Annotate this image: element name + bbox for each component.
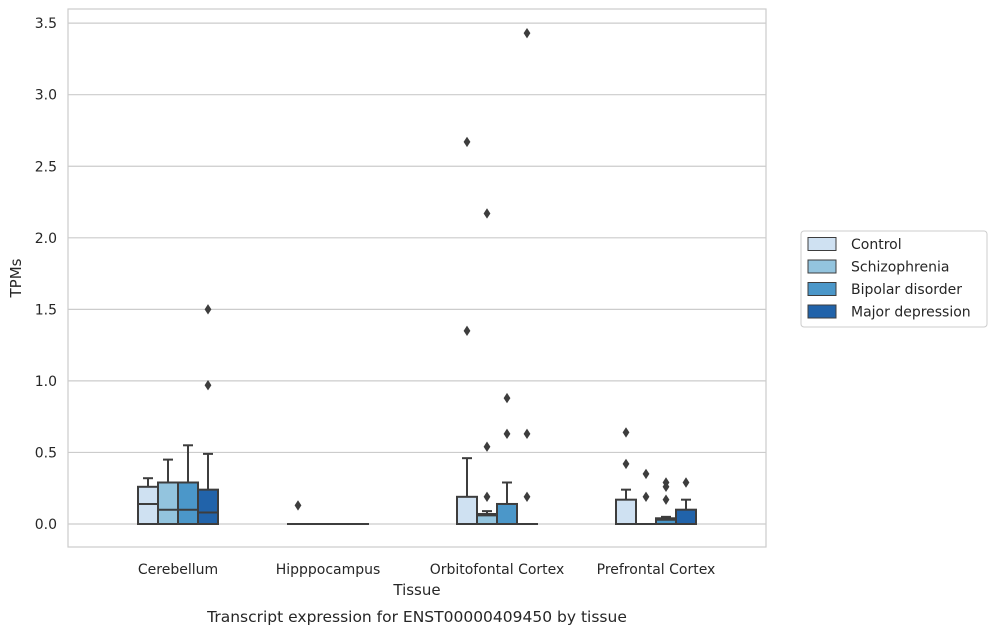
outlier-marker: [662, 494, 670, 505]
outlier-marker: [622, 427, 630, 438]
x-tick-label: Cerebellum: [138, 562, 218, 578]
outlier-marker: [642, 491, 650, 503]
outlier-marker: [483, 441, 491, 452]
box-iqr: [177, 481, 199, 526]
plot-frame: [67, 8, 767, 548]
box-3-0: [197, 304, 219, 526]
legend-swatch: [807, 304, 837, 319]
outlier-marker: [662, 477, 670, 488]
outlier-marker: [682, 477, 690, 488]
outlier-marker: [294, 500, 302, 511]
y-axis-label: TPMs: [7, 258, 25, 298]
outlier-marker: [483, 208, 491, 219]
legend-label: Major depression: [851, 305, 971, 321]
y-tick-label: 2.5: [35, 159, 57, 175]
legend-frame: [800, 230, 988, 328]
outlier-marker: [642, 468, 650, 480]
legend-swatch: [807, 282, 837, 296]
y-tick-labels: 0.0 0.5 1.0 1.5 2.0 2.5 3.0 3.5: [35, 16, 57, 533]
outlier-marker: [523, 491, 531, 503]
outlier-marker: [204, 379, 212, 391]
outlier-marker: [622, 458, 630, 470]
y-tick-label: 0.5: [35, 445, 57, 461]
grid-lines: [68, 22, 766, 525]
legend-items: Control Schizophrenia Bipolar disorder Majo…: [807, 237, 971, 321]
y-tick-label: 3.5: [35, 16, 57, 32]
box-iqr: [157, 481, 179, 526]
outlier-marker: [204, 304, 212, 315]
x-tick-label: Orbitofontal Cortex: [430, 562, 565, 578]
box-2-0: [177, 444, 199, 526]
outlier-marker: [463, 325, 471, 337]
y-tick-label: 0.0: [35, 517, 57, 533]
legend-label: Bipolar disorder: [851, 282, 962, 298]
box-iqr: [615, 498, 637, 526]
outlier-marker: [463, 136, 471, 148]
box-iqr: [456, 495, 478, 526]
legend: Control Schizophrenia Bipolar disorder Majo…: [800, 230, 988, 328]
outlier-marker: [523, 428, 531, 440]
box-0-1: [287, 500, 309, 526]
outlier-marker: [523, 27, 531, 39]
box-1-2: [476, 208, 498, 525]
box-2-2: [496, 392, 518, 526]
x-tick-label: Hipppocampus: [276, 562, 381, 578]
x-axis-label: Tissue: [392, 581, 440, 599]
y-tick-label: 2.0: [35, 231, 57, 247]
legend-swatch: [807, 237, 837, 251]
y-tick-label: 1.5: [35, 302, 57, 318]
outlier-marker: [503, 428, 511, 440]
box-1-0: [157, 458, 179, 526]
box-iqr: [496, 502, 518, 526]
box-0-2: [456, 136, 478, 526]
outlier-marker: [503, 392, 511, 404]
y-tick-label: 1.0: [35, 374, 57, 390]
box-iqr: [137, 485, 159, 526]
box-0-3: [615, 427, 637, 526]
box-1-3: [635, 468, 657, 526]
chart-caption: Transcript expression for ENST0000040945…: [206, 608, 627, 626]
legend-label: Schizophrenia: [851, 260, 949, 276]
legend-label: Control: [851, 237, 902, 253]
box-0-0: [137, 477, 159, 526]
box-2-3: [655, 477, 677, 526]
boxes: [137, 27, 697, 526]
x-tick-labels: Cerebellum Hipppocampus Orbitofontal Corte…: [138, 562, 715, 578]
legend-swatch: [807, 259, 837, 274]
box-iqr: [197, 488, 219, 526]
box-iqr: [675, 508, 697, 526]
box-3-3: [675, 477, 697, 526]
x-tick-label: Prefrontal Cortex: [597, 562, 716, 578]
box-3-2: [516, 27, 538, 526]
y-tick-label: 3.0: [35, 88, 57, 104]
outlier-marker: [483, 491, 491, 503]
